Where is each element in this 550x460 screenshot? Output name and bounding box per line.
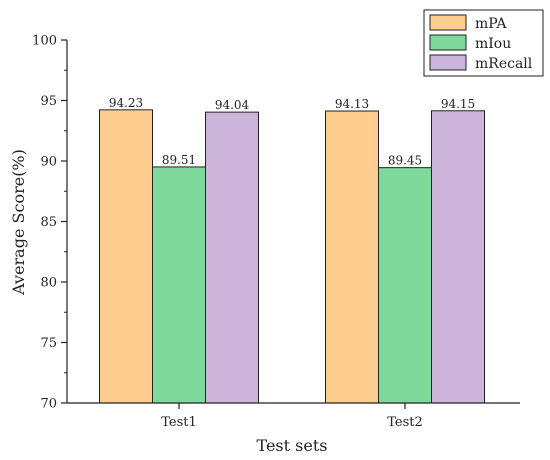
- data-label-miou-test1: 89.51: [162, 153, 196, 167]
- y-tick-label-90: 90: [40, 155, 57, 170]
- bars-layer: [99, 109, 485, 404]
- y-tick-label-80: 80: [40, 276, 57, 291]
- legend-swatch-miou: [429, 34, 467, 51]
- data-label-mrecall-test2: 94.15: [441, 97, 475, 111]
- y-tick-label-85: 85: [40, 215, 57, 230]
- y-tick-label-100: 100: [32, 34, 57, 49]
- bar-mpa-test2: [325, 110, 379, 404]
- data-label-mpa-test2: 94.13: [335, 97, 369, 111]
- data-label-miou-test2: 89.45: [388, 154, 422, 168]
- legend-label-mpa: mPA: [475, 16, 507, 32]
- y-tick-label-70: 70: [40, 397, 57, 412]
- bar-mpa-test1: [99, 109, 153, 404]
- x-tick-label-test1: Test1: [161, 415, 197, 430]
- y-tick-label-75: 75: [40, 336, 57, 351]
- bar-miou-test2: [378, 167, 432, 404]
- data-label-mpa-test1: 94.23: [109, 96, 143, 110]
- legend-label-mrecall: mRecall: [475, 56, 533, 72]
- legend-swatch-mrecall: [429, 54, 467, 71]
- legend: mPA mIou mRecall: [423, 9, 544, 77]
- legend-label-miou: mIou: [475, 36, 511, 52]
- axes-layer: 70 75 80 85 90 95 100 Test1 Test2: [32, 34, 520, 430]
- data-label-mrecall-test1: 94.04: [215, 98, 250, 112]
- bar-mrecall-test2: [431, 110, 485, 404]
- x-axis-title: Test sets: [257, 436, 328, 455]
- legend-swatch-mpa: [429, 14, 467, 31]
- data-labels-layer: 94.23 94.13 89.51 89.45 94.04 94.15: [109, 96, 475, 168]
- y-axis-title: Average Score(%): [9, 149, 28, 296]
- bar-miou-test1: [152, 166, 206, 404]
- x-tick-label-test2: Test2: [387, 415, 423, 430]
- y-tick-label-95: 95: [40, 94, 57, 109]
- bar-mrecall-test1: [205, 111, 259, 404]
